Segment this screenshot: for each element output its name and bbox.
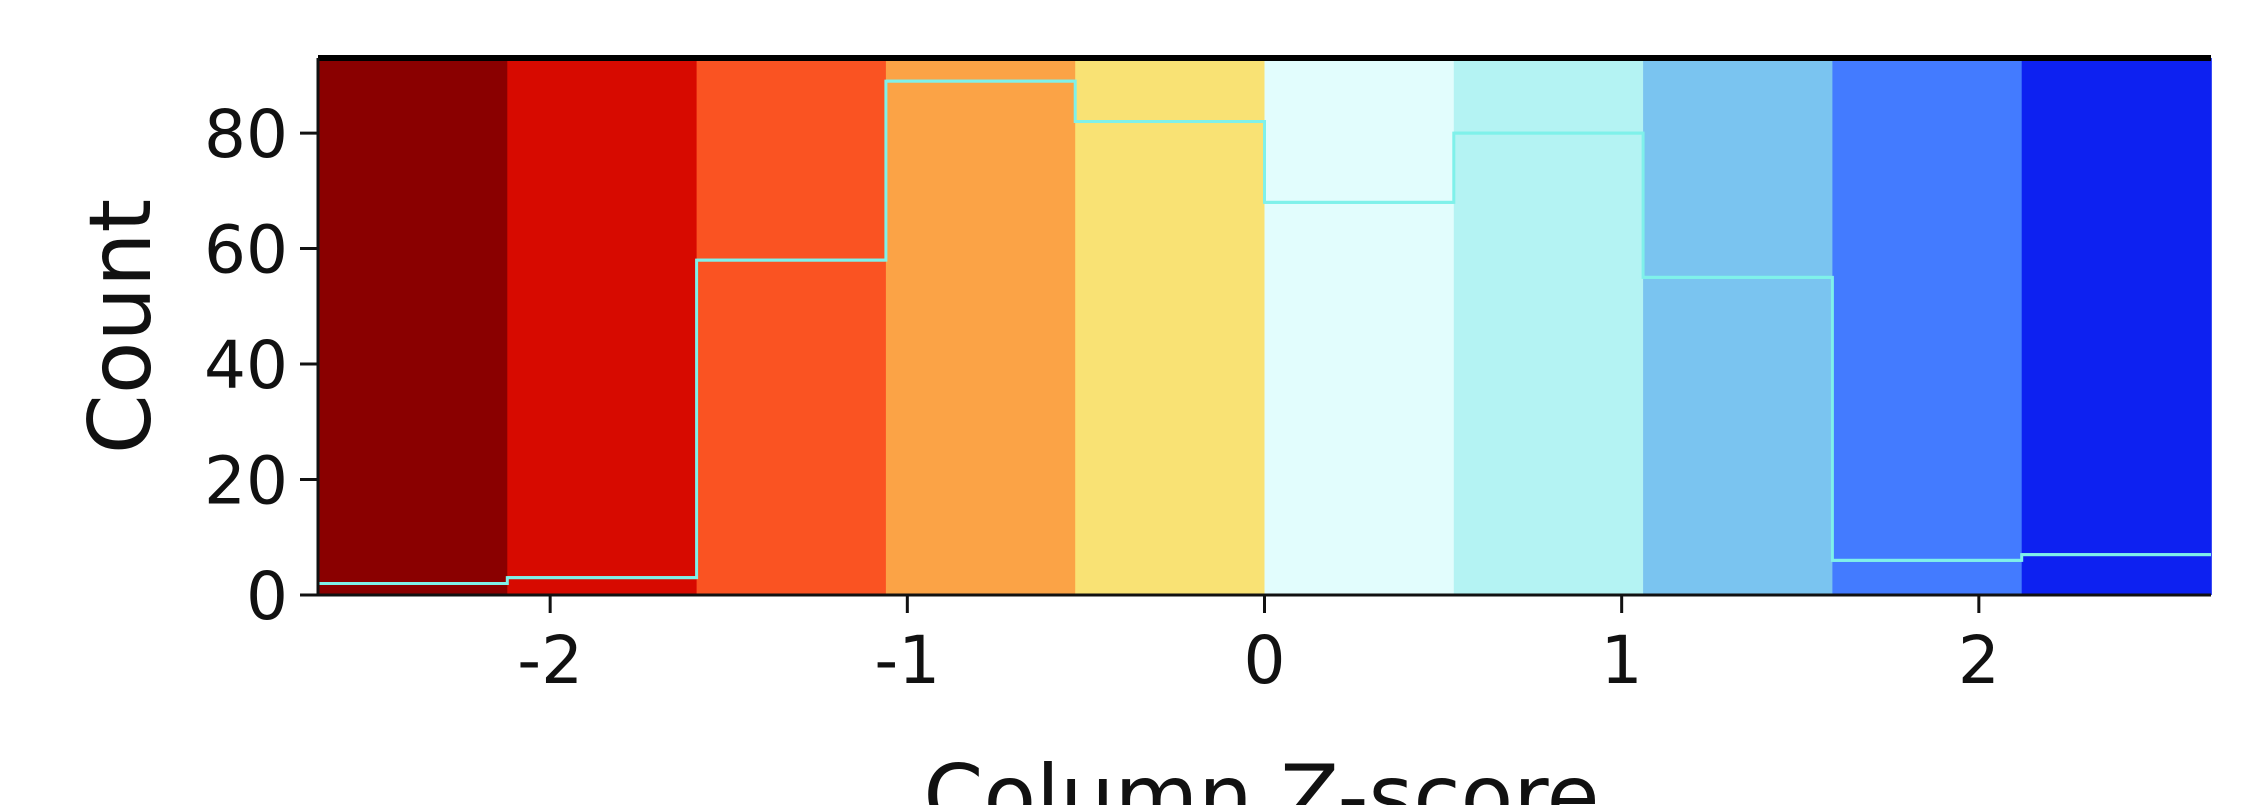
x-tick-label: -1 — [874, 622, 940, 699]
color-band-3 — [697, 58, 887, 595]
x-tick-label: 2 — [1958, 622, 2000, 699]
color-band-6 — [1265, 58, 1455, 595]
color-band-7 — [1454, 58, 1644, 595]
x-axis-title: Column Z-score — [923, 747, 1599, 805]
y-tick-label: 60 — [204, 212, 288, 289]
color-band-8 — [1643, 58, 1833, 595]
color-band-1 — [318, 58, 508, 595]
color-band-5 — [1075, 58, 1265, 595]
x-tick-label: 1 — [1601, 622, 1643, 699]
y-axis-title: Count — [71, 199, 171, 454]
y-tick-label: 40 — [204, 327, 288, 404]
x-tick-label: -2 — [517, 622, 583, 699]
color-band-4 — [886, 58, 1076, 595]
y-tick-label: 0 — [246, 558, 288, 635]
color-band-10 — [2022, 58, 2212, 595]
x-tick-label: 0 — [1244, 622, 1286, 699]
color-band-2 — [507, 58, 697, 595]
color-band-9 — [1832, 58, 2022, 595]
y-tick-label: 20 — [204, 443, 288, 520]
y-tick-label: 80 — [204, 96, 288, 173]
